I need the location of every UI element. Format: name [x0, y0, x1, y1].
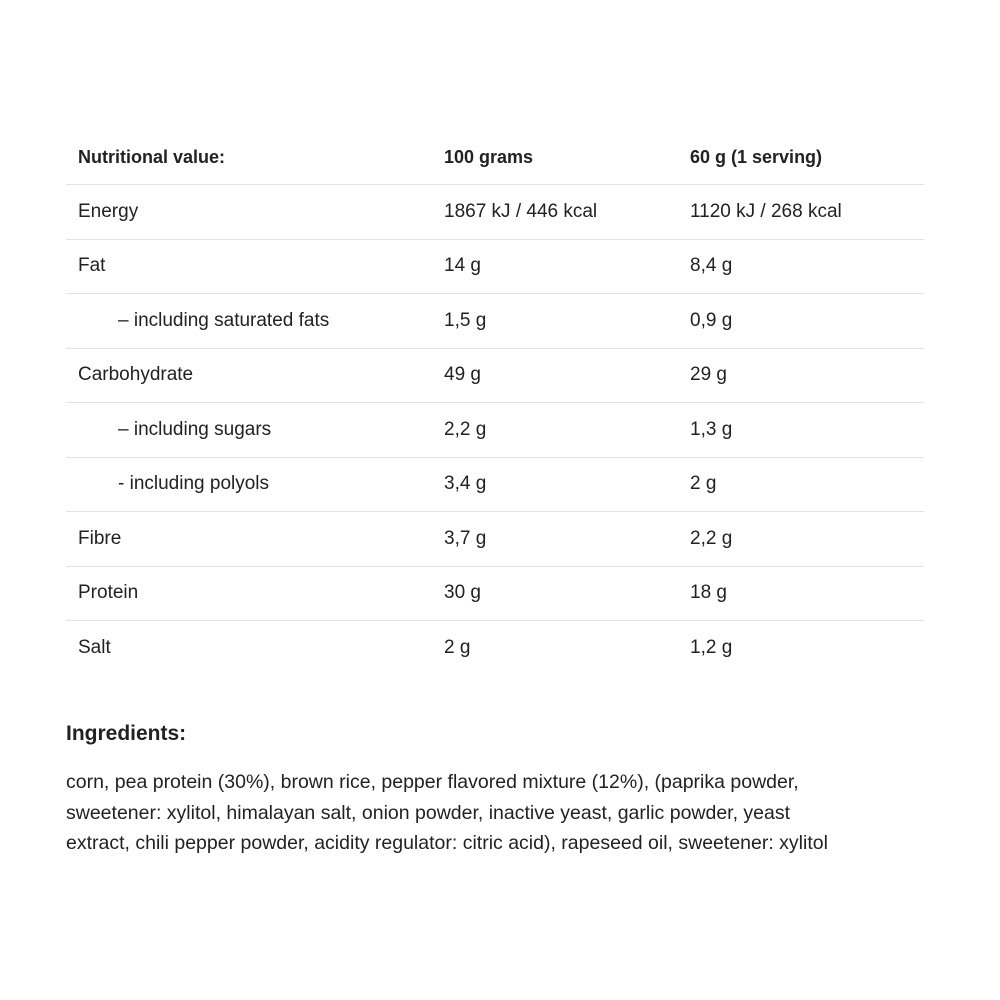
table-cell: Carbohydrate [78, 364, 194, 385]
table-row: Fibre 3,7 g 2,2 g [66, 512, 924, 567]
header-cell: 100 grams [444, 147, 534, 167]
header-cell: 60 g (1 serving) [690, 147, 823, 167]
table-cell: 2,2 g [690, 527, 733, 549]
table-row: – including saturated fats 1,5 g 0,9 g [66, 294, 924, 349]
table-cell: 14 g [444, 255, 481, 276]
ingredients-line: corn, pea protein (30%), brown rice, pep… [66, 771, 799, 793]
table-cell: 1120 kJ / 268 kcal [690, 200, 842, 222]
table-cell: Energy [78, 200, 139, 222]
table-row: Protein 30 g 18 g [66, 566, 924, 621]
table-cell: 1867 kJ / 446 kcal [444, 200, 598, 222]
table-row: Salt 2 g 1,2 g [66, 621, 924, 675]
table-cell: 29 g [690, 364, 727, 385]
table-cell: 0,9 g [690, 309, 733, 331]
table-cell: – including sugars [118, 418, 272, 440]
table-row: Carbohydrate 49 g 29 g [66, 348, 924, 403]
table-cell: 30 g [444, 582, 481, 603]
table-cell: 2 g [444, 636, 471, 658]
ingredients-title: Ingredients: [66, 722, 187, 745]
header-cell: Nutritional value: [78, 147, 226, 167]
table-cell: 1,3 g [690, 418, 733, 440]
header-row: Nutritional value: 100 grams 60 g (1 servi… [66, 130, 924, 185]
table-cell: 2 g [690, 473, 717, 494]
table-cell: – including saturated fats [118, 309, 330, 331]
table-row: - including polyols 3,4 g 2 g [66, 457, 924, 512]
table-cell: 8,4 g [690, 255, 733, 276]
table-row: Fat 14 g 8,4 g [66, 239, 924, 294]
table-row: Energy 1867 kJ / 446 kcal 1120 kJ / 268 kc… [66, 185, 924, 240]
table-row: – including sugars 2,2 g 1,3 g [66, 403, 924, 458]
table-cell: 49 g [444, 364, 481, 385]
table-cell: - including polyols [118, 473, 270, 494]
table-cell: 3,4 g [444, 473, 487, 494]
table-cell: 3,7 g [444, 527, 487, 549]
ingredients-line: sweetener: xylitol, himalayan salt, onio… [66, 801, 791, 824]
table-cell: 18 g [690, 582, 727, 603]
table-cell: Salt [78, 636, 111, 658]
table-cell: Fibre [78, 527, 122, 549]
table-cell: 1,2 g [690, 636, 733, 658]
table-cell: 2,2 g [444, 418, 487, 440]
ingredients-line: extract, chili pepper powder, acidity re… [66, 832, 828, 854]
table-cell: 1,5 g [444, 309, 487, 331]
table-cell: Protein [78, 582, 139, 603]
table-cell: Fat [78, 255, 106, 276]
